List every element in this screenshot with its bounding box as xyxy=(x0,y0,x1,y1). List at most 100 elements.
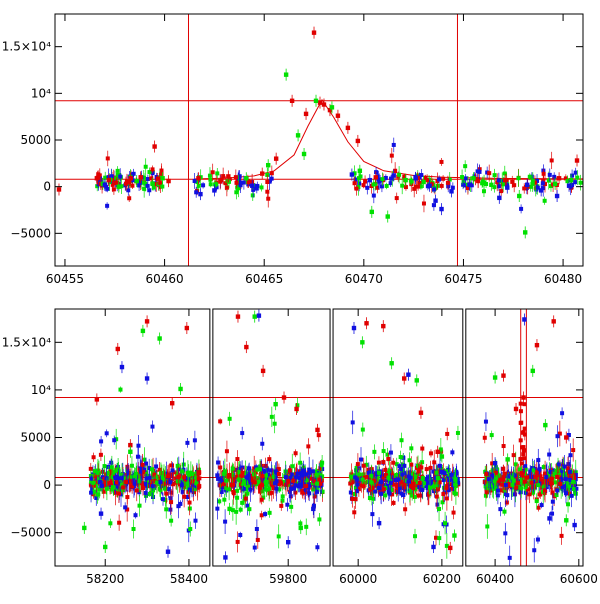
data-point xyxy=(412,494,417,499)
data-point xyxy=(373,175,378,180)
data-point xyxy=(140,462,145,467)
data-point xyxy=(131,171,136,176)
data-point xyxy=(158,480,163,485)
data-point xyxy=(128,449,133,454)
data-point xyxy=(359,457,364,462)
data-point xyxy=(317,100,323,105)
data-point xyxy=(557,475,562,480)
data-point xyxy=(208,182,213,187)
data-point xyxy=(244,475,249,480)
data-point xyxy=(420,446,425,451)
data-point xyxy=(137,181,142,186)
data-point xyxy=(486,487,491,492)
data-point xyxy=(369,467,374,472)
y-tick-label: 0 xyxy=(43,180,51,194)
data-point xyxy=(269,171,274,176)
data-point xyxy=(198,175,203,180)
data-point xyxy=(566,502,571,507)
data-point xyxy=(416,469,421,474)
data-point xyxy=(378,178,383,183)
data-point xyxy=(95,470,100,475)
data-point xyxy=(536,505,541,510)
x-tick-label: 60400 xyxy=(476,572,514,586)
data-point xyxy=(267,510,272,515)
data-point xyxy=(178,386,183,392)
data-point xyxy=(311,503,316,508)
data-point xyxy=(254,526,259,531)
data-point xyxy=(301,151,307,157)
data-point xyxy=(511,453,516,458)
data-point xyxy=(142,186,147,191)
data-point xyxy=(117,520,122,525)
data-point xyxy=(152,144,157,149)
data-point xyxy=(241,486,246,491)
data-point xyxy=(116,491,121,496)
data-point xyxy=(252,314,257,319)
data-point xyxy=(241,478,246,483)
data-point xyxy=(567,491,572,496)
data-point xyxy=(92,474,97,479)
data-point xyxy=(498,477,503,482)
data-point xyxy=(387,491,392,496)
data-point xyxy=(541,478,546,483)
data-point xyxy=(379,184,384,189)
data-point xyxy=(164,507,169,512)
data-point xyxy=(279,503,284,508)
data-point xyxy=(541,481,546,486)
data-point xyxy=(229,483,234,488)
data-point xyxy=(403,177,408,183)
data-point xyxy=(505,185,510,190)
data-point xyxy=(364,462,369,467)
data-point xyxy=(357,168,363,173)
data-point xyxy=(188,480,193,485)
data-point xyxy=(114,474,119,479)
data-point xyxy=(402,376,407,381)
data-point xyxy=(402,483,407,488)
data-point xyxy=(235,467,240,472)
data-point xyxy=(127,180,132,185)
data-point xyxy=(557,431,562,436)
data-point xyxy=(513,406,519,412)
data-point xyxy=(112,438,117,443)
data-point xyxy=(220,485,225,490)
data-point xyxy=(531,474,536,479)
data-point xyxy=(118,174,123,179)
data-point xyxy=(108,521,113,526)
data-point xyxy=(511,478,516,483)
data-point xyxy=(487,171,492,176)
data-point xyxy=(255,183,260,188)
data-point xyxy=(572,482,577,487)
data-point xyxy=(286,540,291,545)
data-point xyxy=(412,474,417,479)
data-point xyxy=(198,191,203,197)
data-point xyxy=(510,482,515,487)
data-point xyxy=(106,471,111,476)
data-point xyxy=(399,491,404,496)
data-point xyxy=(193,518,198,523)
data-point xyxy=(542,484,547,489)
data-point xyxy=(250,477,255,482)
data-point xyxy=(160,184,165,189)
data-point xyxy=(531,485,536,490)
data-point xyxy=(372,478,377,483)
data-point xyxy=(435,487,440,492)
data-point xyxy=(383,467,388,472)
data-point xyxy=(218,477,223,482)
data-point xyxy=(150,467,155,472)
data-point xyxy=(551,319,556,324)
data-point xyxy=(572,476,577,481)
data-point xyxy=(446,488,451,493)
data-point xyxy=(518,438,523,443)
y-tick-label: 5000 xyxy=(20,133,51,147)
data-point xyxy=(254,476,259,481)
data-point xyxy=(419,173,424,178)
data-point xyxy=(128,442,133,448)
data-point xyxy=(413,480,418,485)
data-point xyxy=(264,482,269,487)
data-point xyxy=(158,181,163,186)
data-point xyxy=(293,475,298,480)
data-point xyxy=(281,395,287,400)
data-point xyxy=(159,475,164,480)
data-point xyxy=(131,478,136,483)
